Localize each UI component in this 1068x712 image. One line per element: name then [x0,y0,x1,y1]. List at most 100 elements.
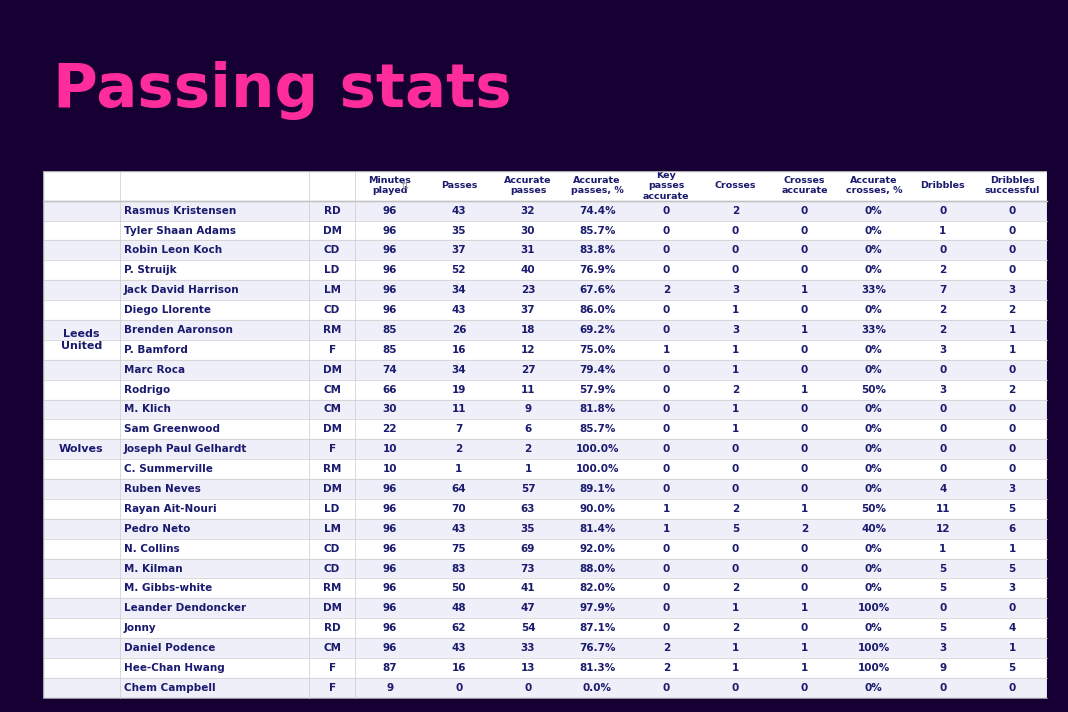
Text: 100.0%: 100.0% [576,444,619,454]
Text: 2: 2 [732,583,739,593]
Text: 0: 0 [801,206,808,216]
Text: RM: RM [323,325,342,335]
Text: 2: 2 [939,305,946,315]
Text: 0: 0 [939,464,946,474]
Text: 81.8%: 81.8% [579,404,615,414]
Text: 0: 0 [801,226,808,236]
Bar [43,261,1047,281]
Text: 96: 96 [382,524,397,534]
Text: Jonny: Jonny [124,623,156,633]
Text: 1: 1 [801,663,808,673]
Text: 1: 1 [732,643,739,653]
Text: 9: 9 [524,404,532,414]
Text: 0%: 0% [865,484,882,494]
Text: 0%: 0% [865,345,882,355]
Text: 0: 0 [801,444,808,454]
Text: 1: 1 [732,424,739,434]
Text: 0: 0 [455,683,462,693]
Text: 0: 0 [663,444,670,454]
Text: 1: 1 [732,603,739,613]
Text: 54: 54 [521,623,535,633]
Text: Leeds
United: Leeds United [61,329,101,351]
Text: Tyler Shaan Adams: Tyler Shaan Adams [124,226,236,236]
Text: 0%: 0% [865,305,882,315]
Text: 41: 41 [521,583,535,593]
Bar [43,559,1047,578]
Text: 16: 16 [452,663,466,673]
Text: 3: 3 [939,345,946,355]
Bar [43,419,1047,439]
Text: 0: 0 [732,464,739,474]
Text: 86.0%: 86.0% [579,305,615,315]
Text: 0: 0 [732,563,739,574]
Text: 0: 0 [801,424,808,434]
Text: 12: 12 [936,524,951,534]
Text: LM: LM [324,286,341,295]
Text: 0: 0 [1008,683,1016,693]
Text: 100%: 100% [858,643,890,653]
Text: 37: 37 [521,305,535,315]
Text: 1: 1 [732,345,739,355]
Text: 0: 0 [732,226,739,236]
Text: 100%: 100% [858,603,890,613]
Text: 0: 0 [801,404,808,414]
Text: F: F [329,444,335,454]
Text: 50%: 50% [861,384,886,394]
Text: Ruben Neves: Ruben Neves [124,484,201,494]
Text: 0: 0 [663,246,670,256]
Text: 3: 3 [732,325,739,335]
Text: 0: 0 [1008,246,1016,256]
Text: RD: RD [324,623,341,633]
Text: 1: 1 [1008,544,1016,554]
Text: 96: 96 [382,504,397,514]
Text: 1: 1 [732,663,739,673]
Text: Pedro Neto: Pedro Neto [124,524,190,534]
Text: CM: CM [324,404,341,414]
Text: 0: 0 [1008,464,1016,474]
Text: 0: 0 [663,206,670,216]
Text: 43: 43 [452,524,467,534]
Text: 0: 0 [663,365,670,375]
Bar [43,300,1047,320]
Text: 0%: 0% [865,464,882,474]
Text: 0: 0 [1008,206,1016,216]
Text: LM: LM [324,524,341,534]
Bar [43,539,1047,559]
Text: 0%: 0% [865,226,882,236]
Text: 74: 74 [382,365,397,375]
Text: 0: 0 [1008,266,1016,276]
Text: Daniel Podence: Daniel Podence [124,643,215,653]
Text: 100%: 100% [858,663,890,673]
Text: 1: 1 [455,464,462,474]
Text: 96: 96 [382,246,397,256]
Text: 5: 5 [1008,563,1016,574]
Text: 0: 0 [663,325,670,335]
Text: Joseph Paul Gelhardt: Joseph Paul Gelhardt [124,444,247,454]
Text: 52: 52 [452,266,466,276]
Text: 82.0%: 82.0% [579,583,615,593]
Text: 32: 32 [521,206,535,216]
Text: 13: 13 [521,663,535,673]
Text: 1: 1 [801,286,808,295]
Text: 1: 1 [1008,643,1016,653]
Text: 66: 66 [382,384,397,394]
Text: RD: RD [324,206,341,216]
Text: Accurate
passes, %: Accurate passes, % [570,176,624,196]
Text: F: F [329,683,335,693]
Text: 83: 83 [452,563,466,574]
Text: 0: 0 [732,484,739,494]
Text: 0: 0 [732,266,739,276]
Text: 35: 35 [521,524,535,534]
Bar [43,360,1047,379]
Text: Crosses
accurate: Crosses accurate [782,176,828,196]
Text: 35: 35 [452,226,466,236]
Text: 0%: 0% [865,424,882,434]
Text: 85.7%: 85.7% [579,226,615,236]
Text: 5: 5 [939,623,946,633]
Text: 0: 0 [663,623,670,633]
Text: 5: 5 [939,563,946,574]
Text: 43: 43 [452,305,467,315]
Text: 0%: 0% [865,404,882,414]
Text: 92.0%: 92.0% [579,544,615,554]
Text: Brenden Aaronson: Brenden Aaronson [124,325,233,335]
